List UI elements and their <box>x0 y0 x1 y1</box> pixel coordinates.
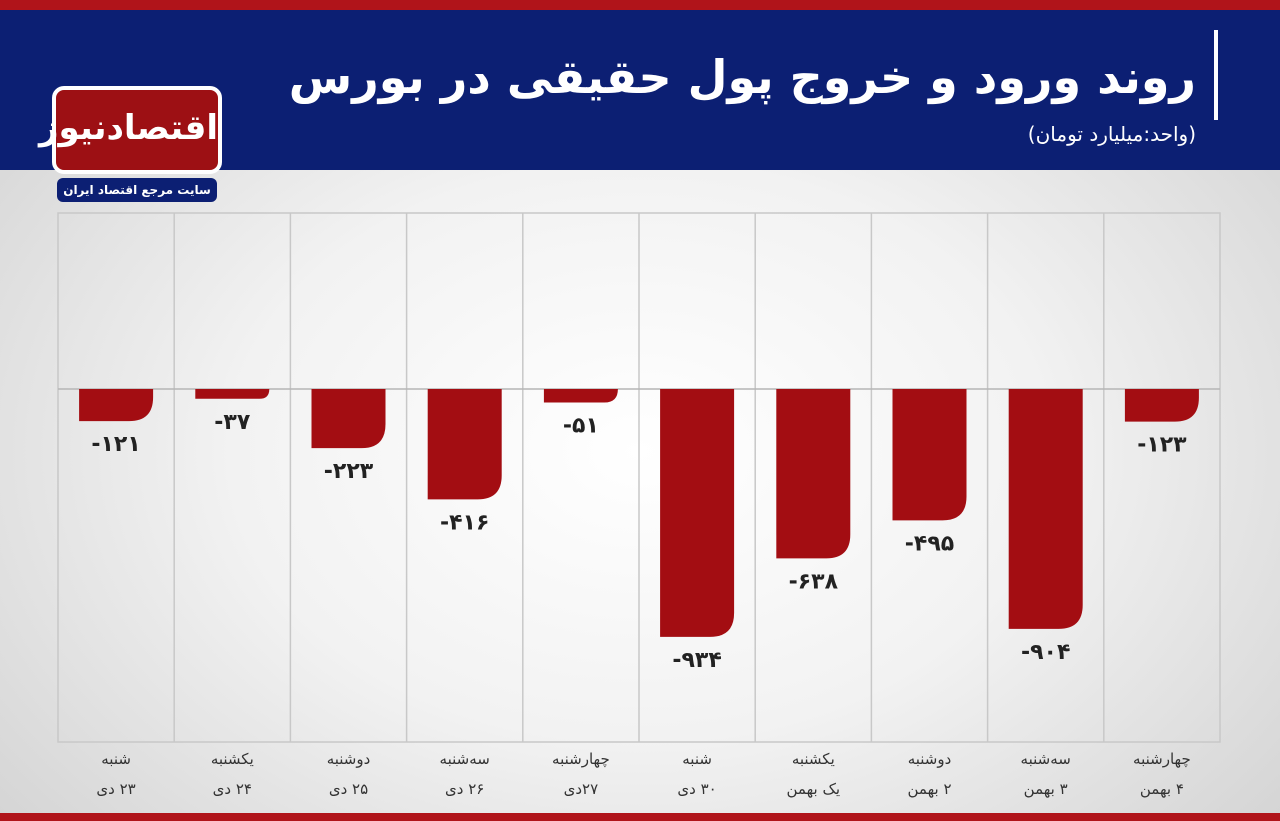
x-tick-label: شنبه ۲۳ دی <box>96 750 136 798</box>
bar <box>311 388 386 449</box>
chart-subtitle: (واحد:میلیارد تومان) <box>1027 122 1196 146</box>
divider <box>1214 30 1218 120</box>
value-label: -۶۳۸ <box>789 569 839 594</box>
value-label: -۳۷ <box>214 410 251 435</box>
x-tick-label: دوشنبه ۲۵ دی <box>326 750 371 798</box>
bottom-stripe <box>0 813 1280 821</box>
value-label: -۹۰۴ <box>1021 640 1070 665</box>
value-label: -۱۲۳ <box>1137 433 1187 458</box>
x-tick-label: یکشنبه یک بهمن <box>786 750 841 798</box>
x-tick-label: دوشنبه ۲ بهمن <box>907 750 952 798</box>
bar <box>427 388 502 500</box>
value-label: -۱۲۱ <box>91 432 140 457</box>
value-label: -۵۱ <box>563 414 599 439</box>
bar <box>195 388 270 399</box>
bar <box>543 388 618 403</box>
chart-title: روند ورود و خروج پول حقیقی در بورس <box>288 50 1196 104</box>
x-tick-label: چهارشنبه ۴ بهمن <box>1133 750 1191 798</box>
bar <box>660 388 735 637</box>
logo-tagline: سایت مرجع اقتصاد ایران <box>57 178 217 202</box>
value-label: -۹۳۴ <box>672 648 721 673</box>
bar <box>1008 388 1083 629</box>
logo: اقتصادنیوز <box>39 86 222 174</box>
x-tick-label: چهارشنبه ۲۷دی <box>552 750 610 798</box>
value-label: -۴۹۵ <box>905 531 954 556</box>
bar <box>1124 388 1199 422</box>
value-label: -۴۱۶ <box>440 510 489 535</box>
x-tick-label: سه‌شنبه ۳ بهمن <box>1020 750 1071 798</box>
value-label: -۲۲۳ <box>324 459 374 484</box>
bar <box>892 388 967 521</box>
x-tick-label: شنبه ۳۰ دی <box>677 750 717 798</box>
x-tick-label: یکشنبه ۲۴ دی <box>210 750 254 798</box>
x-tick-label: سه‌شنبه ۲۶ دی <box>439 750 490 798</box>
bar <box>776 388 851 559</box>
bar <box>79 388 154 422</box>
top-stripe <box>0 0 1280 10</box>
